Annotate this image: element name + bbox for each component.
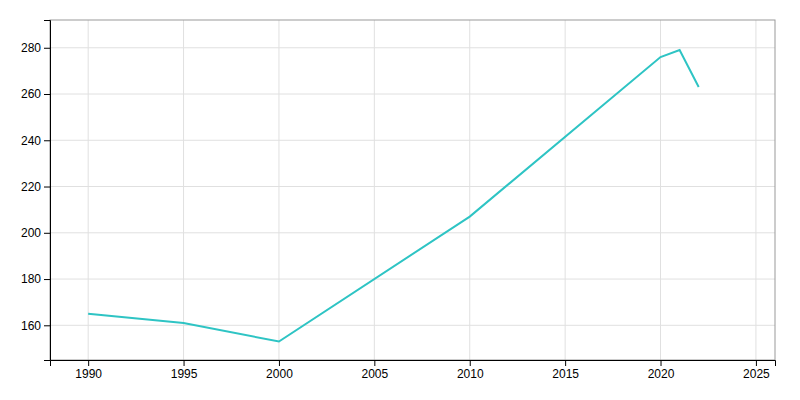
- line: [88, 50, 699, 341]
- grid-line-y: [50, 47, 775, 48]
- grid-line-y: [50, 279, 775, 280]
- tick: 2025: [743, 360, 770, 381]
- grid-line-x: [374, 20, 375, 360]
- tick: 2000: [266, 360, 293, 381]
- tick: 260: [21, 87, 50, 101]
- tick-mark: [44, 279, 50, 280]
- tick-label: 220: [21, 180, 41, 194]
- tick-mark: [44, 48, 50, 49]
- tick-label: 260: [21, 87, 41, 101]
- tick-label: 180: [21, 272, 41, 286]
- grid-line-x: [88, 20, 89, 360]
- plot: 1990 1995 2000 2005 2010 2015 2020 2025 160 180 20…: [21, 20, 776, 381]
- chart: 1990 1995 2000 2005 2010 2015 2020 2025 160 180 20…: [0, 0, 800, 400]
- tick: 2010: [457, 360, 484, 381]
- tick-label: 2005: [361, 367, 388, 381]
- tick: 2015: [552, 360, 579, 381]
- grid-line-x: [755, 20, 756, 360]
- tick: 1990: [75, 360, 102, 381]
- tick-mark: [661, 360, 662, 366]
- grid-line-y: [50, 186, 775, 187]
- axis-line: [51, 361, 776, 367]
- grid: [50, 20, 775, 360]
- tick: 2020: [648, 360, 675, 381]
- tick: 160: [21, 319, 50, 333]
- tick: 180: [21, 272, 50, 286]
- tick-label: 160: [21, 319, 41, 333]
- tick-mark: [279, 360, 280, 366]
- tick-label: 2025: [743, 367, 770, 381]
- tick-mark: [44, 233, 50, 234]
- tick-mark: [756, 360, 757, 366]
- tick-mark: [88, 360, 89, 366]
- grid-line-y: [50, 232, 775, 233]
- tick-label: 240: [21, 134, 41, 148]
- tick-mark: [44, 325, 50, 326]
- grid-line-x: [278, 20, 279, 360]
- grid-line-y: [50, 94, 775, 95]
- grid-line-y: [50, 140, 775, 141]
- axis-line: [44, 21, 51, 361]
- grid-line-y: [50, 325, 775, 326]
- tick-mark: [184, 360, 185, 366]
- tick: 2005: [361, 360, 388, 381]
- tick-mark: [565, 360, 566, 366]
- tick-label: 2015: [552, 367, 579, 381]
- y-axis: 160 180 200 220 240 260 280: [21, 21, 51, 361]
- tick-label: 2020: [648, 367, 675, 381]
- grid-line-x: [565, 20, 566, 360]
- x-axis: 1990 1995 2000 2005 2010 2015 2020 2025: [51, 360, 776, 381]
- grid-line-x: [660, 20, 661, 360]
- grid-line-x: [469, 20, 470, 360]
- tick-mark: [374, 360, 375, 366]
- marks: [88, 50, 699, 341]
- tick-mark: [44, 140, 50, 141]
- tick: 220: [21, 180, 50, 194]
- tick-label: 1990: [75, 367, 102, 381]
- tick: 240: [21, 134, 50, 148]
- tick: 200: [21, 226, 50, 240]
- tick-mark: [44, 94, 50, 95]
- tick-mark: [470, 360, 471, 366]
- tick-label: 200: [21, 226, 41, 240]
- grid-line-x: [183, 20, 184, 360]
- tick-mark: [44, 187, 50, 188]
- tick-label: 1995: [171, 367, 198, 381]
- tick-label: 280: [21, 41, 41, 55]
- plot-frame: [50, 20, 775, 360]
- tick: 280: [21, 41, 50, 55]
- tick: 1995: [171, 360, 198, 381]
- tick-label: 2000: [266, 367, 293, 381]
- tick-label: 2010: [457, 367, 484, 381]
